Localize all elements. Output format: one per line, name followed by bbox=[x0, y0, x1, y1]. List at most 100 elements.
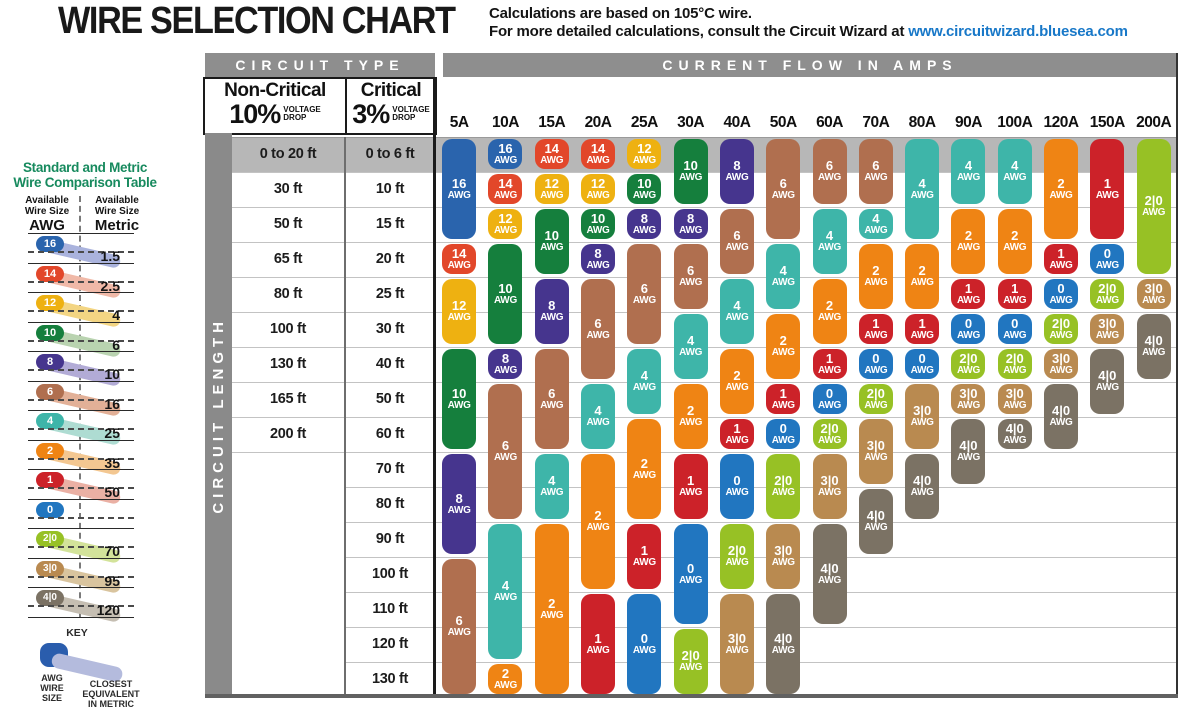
pill-awg-suffix: AWG bbox=[910, 364, 934, 376]
pill-awg-suffix: AWG bbox=[1003, 364, 1027, 376]
pill-awg-suffix: AWG bbox=[864, 522, 888, 533]
wire-pill-80A-2awg: 2 AWG bbox=[905, 244, 940, 309]
pill-awg-suffix: AWG bbox=[1095, 259, 1119, 271]
pill-gauge-value: 3|0 bbox=[1005, 385, 1024, 401]
sidebar-dashed-line bbox=[28, 487, 134, 489]
pill-gauge-value: 8 bbox=[594, 245, 602, 261]
pill-gauge-value: 0 bbox=[964, 315, 973, 331]
gridline bbox=[232, 207, 1177, 208]
pill-gauge-value: 6 bbox=[733, 228, 741, 243]
sidebar-title-line2: Wire Comparison Table bbox=[13, 175, 157, 190]
sidebar-right-unit: Metric bbox=[94, 217, 140, 234]
pill-awg-suffix: AWG bbox=[632, 557, 656, 568]
wire-pill-5A-16awg: 16 AWG bbox=[442, 139, 477, 239]
pill-awg-suffix: AWG bbox=[818, 434, 842, 446]
pill-awg-suffix: AWG bbox=[818, 574, 842, 586]
wire-pill-30A-0awg: 0 AWG bbox=[673, 524, 708, 624]
sidebar-row-line bbox=[28, 233, 134, 234]
pill-gauge-value: 3|0 bbox=[774, 543, 793, 558]
pill-awg-suffix: AWG bbox=[864, 399, 888, 411]
pill-awg-suffix: AWG bbox=[540, 487, 564, 498]
pill-awg-suffix: AWG bbox=[771, 399, 795, 411]
pill-gauge-value: 1 bbox=[825, 350, 834, 366]
pill-gauge-value: 4 bbox=[640, 368, 648, 383]
pill-gauge-value: 4 bbox=[501, 578, 510, 593]
amp-column-header-120A: 120A bbox=[1043, 114, 1080, 131]
sidebar-dashed-line bbox=[28, 398, 134, 401]
wire-pill-100A-2awg: 2 AWG bbox=[997, 209, 1032, 274]
gridline bbox=[232, 312, 1177, 313]
wire-pill-70A-4awg: 4 AWG bbox=[858, 209, 893, 239]
pill-awg-suffix: AWG bbox=[956, 399, 980, 411]
amp-column-header-90A: 90A bbox=[954, 114, 982, 131]
amp-column-header-25A: 25A bbox=[630, 114, 658, 131]
sidebar-row-line bbox=[28, 351, 134, 352]
critical-label: Critical bbox=[360, 80, 422, 101]
wire-pill-25A-4awg: 4 AWG bbox=[627, 349, 662, 414]
wire-pill-5A-14awg: 14 AWG bbox=[442, 244, 477, 274]
pill-gauge-value: 2|0 bbox=[774, 473, 793, 488]
pill-gauge-value: 1 bbox=[733, 420, 741, 436]
pill-awg-suffix: AWG bbox=[725, 312, 749, 323]
wire-pill-90A-2awg: 2 AWG bbox=[951, 209, 986, 274]
pill-gauge-value: 6 bbox=[594, 315, 602, 331]
pill-gauge-value: 0 bbox=[1103, 245, 1111, 261]
pill-gauge-value: 2 bbox=[640, 455, 648, 471]
pill-gauge-value: 10 bbox=[590, 210, 606, 226]
pill-awg-suffix: AWG bbox=[586, 417, 610, 428]
wire-pill-90A-3-0awg: 3|0 AWG bbox=[951, 384, 986, 414]
sidebar-awg-pill: 10 bbox=[36, 324, 64, 341]
pill-awg-suffix: AWG bbox=[725, 382, 749, 393]
non-critical-cell: Non-Critical 10% VOLTAGE DROP bbox=[205, 79, 347, 133]
pill-gauge-value: 3|0 bbox=[1051, 350, 1071, 366]
pill-gauge-value: 1 bbox=[1057, 245, 1065, 261]
wire-pill-90A-1awg: 1 AWG bbox=[951, 279, 986, 309]
pill-gauge-value: 6 bbox=[687, 263, 695, 278]
wire-pill-60A-0awg: 0 AWG bbox=[812, 384, 847, 414]
non-critical-percent: 10% bbox=[229, 99, 281, 129]
pill-awg-suffix: AWG bbox=[632, 189, 656, 201]
pill-gauge-value: 4|0 bbox=[1005, 420, 1024, 436]
wire-pill-25A-1awg: 1 AWG bbox=[627, 524, 662, 589]
sidebar-row-line bbox=[28, 498, 134, 500]
circuit-length-bar: CIRCUIT LENGTH bbox=[205, 133, 232, 697]
pill-gauge-value: 3|0 bbox=[1098, 315, 1117, 331]
wire-pill-15A-14awg: 14 AWG bbox=[534, 139, 569, 169]
pill-awg-suffix: AWG bbox=[493, 189, 517, 201]
sidebar-row-line bbox=[28, 262, 134, 264]
sidebar-dashed-line bbox=[28, 457, 134, 460]
wire-pill-150A-4-0awg: 4|0 AWG bbox=[1090, 349, 1125, 414]
wire-pill-20A-10awg: 10 AWG bbox=[581, 209, 616, 239]
pill-gauge-value: 4|0 bbox=[774, 630, 793, 646]
pill-gauge-value: 1 bbox=[964, 280, 973, 296]
wire-pill-30A-2-0awg: 2|0 AWG bbox=[673, 629, 708, 694]
wire-pill-100A-4awg: 4 AWG bbox=[997, 139, 1032, 204]
wire-pill-120A-2-0awg: 2|0 AWG bbox=[1044, 314, 1079, 344]
pill-gauge-value: 8 bbox=[501, 350, 510, 366]
pill-gauge-value: 4 bbox=[594, 403, 602, 418]
wire-pill-25A-8awg: 8 AWG bbox=[627, 209, 662, 239]
sidebar-row-line bbox=[28, 528, 134, 529]
wire-pill-120A-1awg: 1 AWG bbox=[1044, 244, 1079, 274]
pill-awg-suffix: AWG bbox=[771, 189, 795, 201]
gridline bbox=[232, 452, 1177, 453]
wire-pill-10A-14awg: 14 AWG bbox=[488, 174, 523, 204]
pill-gauge-value: 4|0 bbox=[913, 473, 932, 488]
pill-awg-suffix: AWG bbox=[493, 154, 517, 166]
circuit-wizard-link[interactable]: www.circuitwizard.bluesea.com bbox=[908, 23, 1128, 40]
amp-column-header-20A: 20A bbox=[584, 114, 612, 131]
wire-pill-60A-2awg: 2 AWG bbox=[812, 279, 847, 344]
pill-gauge-value: 4 bbox=[779, 263, 787, 278]
amp-column-header-10A: 10A bbox=[491, 114, 519, 131]
wire-pill-20A-14awg: 14 AWG bbox=[581, 139, 616, 169]
pill-gauge-value: 2|0 bbox=[1051, 315, 1071, 331]
pill-gauge-value: 1 bbox=[1103, 175, 1111, 191]
wire-pill-70A-3-0awg: 3|0 AWG bbox=[858, 419, 893, 484]
gridline bbox=[345, 627, 1177, 628]
pill-awg-suffix: AWG bbox=[725, 487, 749, 498]
amp-column-header-60A: 60A bbox=[816, 114, 843, 131]
pill-awg-suffix: AWG bbox=[818, 312, 842, 323]
pill-gauge-value: 0 bbox=[825, 385, 834, 401]
sidebar-left-unit: AWG bbox=[29, 217, 65, 234]
pill-awg-suffix: AWG bbox=[1142, 207, 1166, 218]
